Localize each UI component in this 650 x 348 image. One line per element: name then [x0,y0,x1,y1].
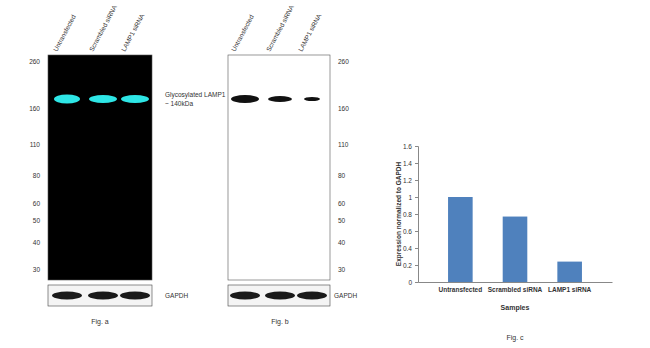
lane-label: Scrambled siRNA [88,3,119,52]
band [89,95,117,103]
figure: 2601601108060504030UntransfectedScramble… [0,0,650,348]
marker-label: 30 [338,266,346,273]
marker-label: 40 [338,239,346,246]
y-tick-label: 1 [408,194,412,201]
marker-label: 30 [33,266,41,273]
blot-panel: 260 160 110 80 60 50 40 30 Untransfected Scramble… [228,3,357,326]
marker-label: 50 [338,217,346,224]
y-tick-label: 0 [408,279,412,286]
loading-label: GAPDH [165,292,188,299]
y-tick-label: 1.4 [403,160,412,167]
y-tick: 1.4 [403,160,418,167]
y-tick-label: 0.8 [403,211,412,218]
y-tick-mark [415,248,418,249]
y-tick: 1.2 [403,177,418,184]
y-tick-label: 0.6 [403,228,412,235]
marker-label: 160 [29,105,40,112]
y-axis-title: Expression normalized to GAPDH [395,162,403,267]
y-tick-mark [415,163,418,164]
y-tick-mark [415,197,418,198]
y-tick: 0 [408,279,418,286]
marker-label: 50 [33,217,41,224]
bars [448,197,582,282]
figure-caption: Fig. c [506,334,524,342]
loading-band [52,292,82,300]
y-tick-label: 1.6 [403,143,412,150]
y-tick: 0.2 [403,262,418,269]
bar [448,197,473,282]
marker-label: 110 [338,141,349,148]
y-tick-mark [415,180,418,181]
loading-label: GAPDH [334,292,357,299]
loading-strip [48,285,152,306]
y-tick-label: 0.2 [403,262,412,269]
y-tick: 0.8 [403,211,418,218]
x-tick: LAMP1 siRNA [548,282,592,293]
x-tick: Untransfected [438,282,482,293]
y-tick-label: 0.4 [403,245,412,252]
band-label: Glycosylated LAMP1 [165,91,226,99]
y-axis-line [415,147,419,283]
lane-label: Untransfected [230,13,255,52]
figure-caption: Fig. a [91,318,109,326]
loading-band [297,292,327,300]
x-axis: Untransfected Scrambled siRNA LAMP1 siRNA [419,282,613,293]
marker-label: 260 [338,58,349,65]
x-axis-title: Samples [501,304,530,312]
marker-label: 260 [29,58,40,65]
band [121,95,149,103]
blot-membrane [228,55,330,280]
x-tick-label: Scrambled siRNA [488,286,543,293]
band-label: ~ 140kDa [165,100,193,107]
lane-label: Scrambled siRNA [265,3,296,52]
y-axis: 0 0.2 0.4 0.6 0.8 1 1.2 1.4 1.6 [403,143,419,286]
x-tick-label: LAMP1 siRNA [548,286,592,293]
bar [503,217,528,282]
x-tick: Scrambled siRNA [488,282,543,293]
loading-band [265,292,295,300]
x-axis-line [419,282,613,283]
bar [557,262,582,282]
loading-band [230,292,260,300]
blot-panel: 260 160 110 80 60 50 40 30 Untransfected Scramble… [29,3,226,326]
figure-caption: Fig. b [271,318,289,326]
marker-label: 160 [338,105,349,112]
band [54,95,80,104]
loading-strip [228,285,330,306]
y-tick-mark [415,214,418,215]
y-tick: 0.6 [403,228,418,235]
y-tick-mark [415,265,418,266]
loading-band [120,292,150,300]
marker-label: 110 [30,141,41,148]
y-tick: 1 [408,194,418,201]
y-tick-mark [415,282,418,283]
band [268,96,292,102]
y-tick: 1.6 [403,143,418,150]
marker-label: 80 [338,172,346,179]
marker-label: 60 [33,200,41,207]
lane-label: LAMP1 siRNA [297,12,323,53]
y-tick-label: 1.2 [403,177,412,184]
lane-label: Untransfected [52,13,77,52]
y-tick-mark [415,146,418,147]
y-tick: 0.4 [403,245,418,252]
y-tick-mark [415,231,418,232]
blot-membrane [48,55,152,280]
band [231,95,259,103]
band [304,97,320,101]
x-tick-label: Untransfected [438,286,482,293]
marker-label: 80 [33,172,41,179]
marker-label: 40 [33,239,41,246]
loading-band [88,292,118,300]
lane-label: LAMP1 siRNA [120,12,146,53]
marker-label: 60 [338,200,346,207]
bar-chart: 0 0.2 0.4 0.6 0.8 1 1.2 1.4 1.6 Untransfected Scra… [395,143,613,342]
